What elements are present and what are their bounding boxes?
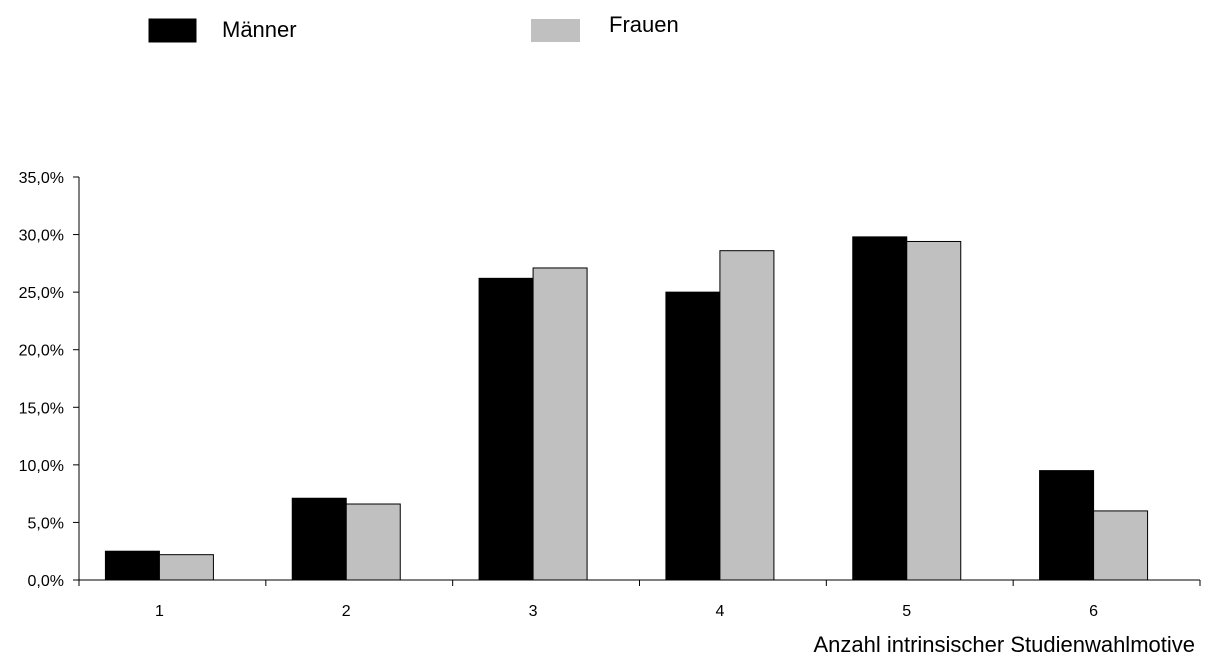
x-tick-label: 6 (1089, 603, 1098, 620)
bar-maenner-2 (291, 497, 347, 581)
bar-maenner-3 (478, 277, 534, 581)
bar-frauen-4 (719, 250, 775, 581)
bar-frauen-2 (345, 503, 401, 581)
y-tick-label: 5,0% (28, 515, 64, 532)
bar-maenner-1 (104, 550, 160, 581)
legend: Männer Frauen (148, 12, 679, 43)
x-tick-label: 2 (342, 603, 351, 620)
y-tick-label: 0,0% (28, 573, 64, 590)
y-tick-label: 20,0% (19, 343, 64, 360)
bar-maenner-5 (852, 236, 908, 581)
legend-label-maenner: Männer (222, 17, 297, 42)
bar-maenner-4 (665, 291, 721, 581)
x-tick-label: 4 (715, 603, 724, 620)
legend-swatch-maenner (148, 18, 197, 43)
y-tick-label: 25,0% (19, 285, 64, 302)
y-axis: 0,0% 5,0% 10,0% 15,0% 20,0% 25,0% 30,0% 35,0% (19, 170, 80, 590)
legend-label-frauen: Frauen (609, 12, 679, 37)
x-tick-label: 3 (529, 603, 538, 620)
x-axis-title: Anzahl intrinsischer Studienwahlmotive (813, 632, 1195, 657)
x-tick-label: 1 (155, 603, 164, 620)
legend-item-frauen: Frauen (531, 12, 679, 42)
legend-item-maenner: Männer (148, 17, 297, 43)
legend-swatch-frauen (531, 19, 580, 42)
y-tick-label: 35,0% (19, 170, 64, 187)
bar-frauen-5 (906, 240, 962, 581)
bars (104, 236, 1149, 581)
x-tick-label: 5 (902, 603, 911, 620)
y-tick-label: 30,0% (19, 228, 64, 245)
bar-maenner-6 (1039, 470, 1095, 581)
bar-frauen-6 (1093, 510, 1149, 581)
x-axis: 1 2 3 4 5 6 (78, 579, 1201, 620)
bar-frauen-1 (158, 554, 214, 581)
y-tick-label: 10,0% (19, 458, 64, 475)
bar-frauen-3 (532, 267, 588, 581)
y-tick-label: 15,0% (19, 400, 64, 417)
